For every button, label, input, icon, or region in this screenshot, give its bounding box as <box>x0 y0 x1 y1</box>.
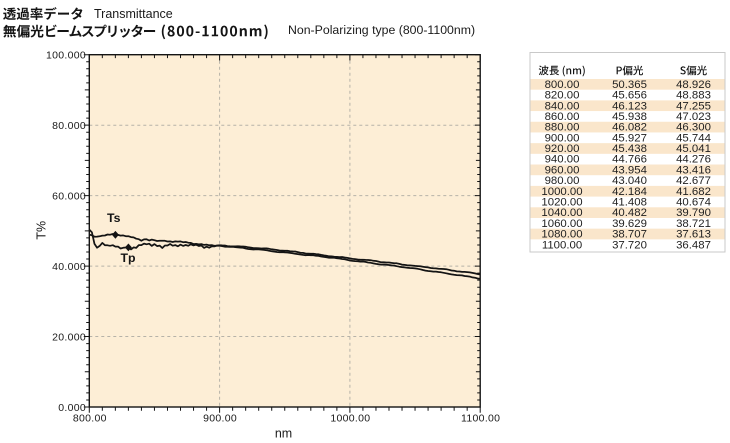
svg-text:39.790: 39.790 <box>676 207 711 219</box>
svg-text:47.023: 47.023 <box>676 111 711 123</box>
svg-text:1100.00: 1100.00 <box>461 412 500 424</box>
svg-text:900.00: 900.00 <box>545 132 580 144</box>
svg-text:80.000: 80.000 <box>52 120 86 132</box>
svg-text:40.674: 40.674 <box>676 196 711 208</box>
svg-text:41.682: 41.682 <box>676 186 711 198</box>
svg-text:36.487: 36.487 <box>676 239 711 251</box>
svg-text:1080.00: 1080.00 <box>541 229 582 241</box>
svg-text:42.184: 42.184 <box>612 186 647 198</box>
svg-text:1000.00: 1000.00 <box>330 412 370 424</box>
svg-text:1100.00: 1100.00 <box>542 239 582 251</box>
svg-text:44.276: 44.276 <box>676 154 711 166</box>
svg-text:980.00: 980.00 <box>545 175 580 187</box>
svg-text:38.707: 38.707 <box>612 229 647 241</box>
svg-text:43.416: 43.416 <box>676 164 711 176</box>
svg-text:Non-Polarizing type (800-1100n: Non-Polarizing type (800-1100nm) <box>288 23 475 37</box>
svg-text:45.927: 45.927 <box>612 132 647 144</box>
svg-text:820.00: 820.00 <box>545 90 580 102</box>
svg-text:20.000: 20.000 <box>52 331 86 343</box>
svg-text:1000.00: 1000.00 <box>541 186 582 198</box>
svg-text:40.000: 40.000 <box>52 261 86 273</box>
svg-text:960.00: 960.00 <box>545 164 580 176</box>
svg-text:47.255: 47.255 <box>676 100 711 112</box>
svg-text:48.926: 48.926 <box>676 79 711 91</box>
svg-text:T%: T% <box>34 221 48 240</box>
svg-text:40.482: 40.482 <box>612 207 647 219</box>
svg-text:37.613: 37.613 <box>676 229 711 241</box>
svg-text:43.040: 43.040 <box>612 175 647 187</box>
svg-text:46.300: 46.300 <box>676 122 711 134</box>
svg-text:43.954: 43.954 <box>612 164 647 176</box>
svg-text:Tp: Tp <box>121 251 136 265</box>
svg-text:44.766: 44.766 <box>612 154 647 166</box>
svg-text:1040.00: 1040.00 <box>541 207 582 219</box>
svg-text:nm: nm <box>275 427 292 441</box>
svg-text:900.00: 900.00 <box>203 412 237 424</box>
svg-text:45.656: 45.656 <box>612 90 647 102</box>
svg-text:Ts: Ts <box>107 211 121 225</box>
svg-text:39.629: 39.629 <box>612 218 647 230</box>
svg-text:42.677: 42.677 <box>676 175 711 187</box>
svg-text:50.365: 50.365 <box>612 79 647 91</box>
svg-text:45.438: 45.438 <box>612 143 647 155</box>
svg-text:1020.00: 1020.00 <box>541 196 582 208</box>
svg-text:860.00: 860.00 <box>545 111 580 123</box>
svg-text:38.721: 38.721 <box>676 218 711 230</box>
svg-text:920.00: 920.00 <box>545 143 580 155</box>
svg-text:46.123: 46.123 <box>612 100 647 112</box>
svg-text:840.00: 840.00 <box>545 100 580 112</box>
svg-text:45.041: 45.041 <box>676 143 711 155</box>
svg-text:41.408: 41.408 <box>612 196 647 208</box>
svg-text:48.883: 48.883 <box>676 90 711 102</box>
svg-text:800.00: 800.00 <box>73 412 107 424</box>
svg-text:Transmittance: Transmittance <box>94 7 173 21</box>
svg-text:45.938: 45.938 <box>612 111 647 123</box>
svg-text:45.744: 45.744 <box>676 132 711 144</box>
svg-text:1060.00: 1060.00 <box>541 218 582 230</box>
svg-text:37.720: 37.720 <box>612 239 647 251</box>
svg-text:0.000: 0.000 <box>58 402 86 414</box>
svg-text:940.00: 940.00 <box>545 154 580 166</box>
svg-text:800.00: 800.00 <box>545 79 580 91</box>
svg-text:100.000: 100.000 <box>46 50 86 62</box>
svg-text:880.00: 880.00 <box>545 122 580 134</box>
svg-text:60.000: 60.000 <box>52 190 86 202</box>
svg-text:46.082: 46.082 <box>612 122 647 134</box>
